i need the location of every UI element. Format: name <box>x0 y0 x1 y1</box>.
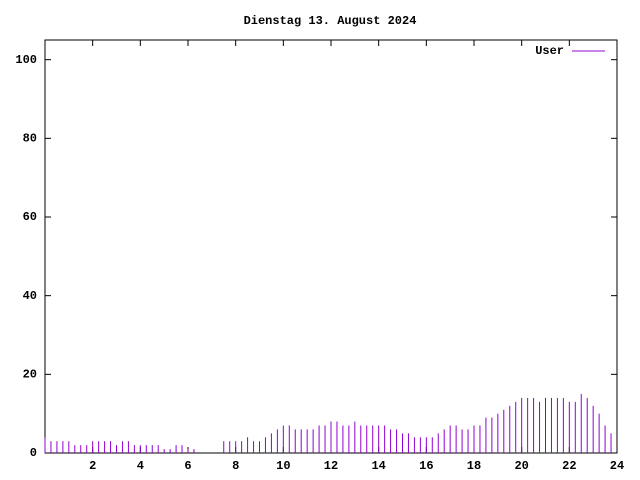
y-tick-label: 20 <box>23 368 37 382</box>
x-tick-label: 8 <box>232 459 239 473</box>
x-tick-label: 18 <box>467 459 481 473</box>
x-tick-label: 16 <box>419 459 433 473</box>
plot-frame <box>44 39 618 454</box>
chart-title: Dienstag 13. August 2024 <box>244 14 417 28</box>
y-tick-label: 0 <box>30 446 37 460</box>
legend-label: User <box>535 44 564 58</box>
x-tick-label: 22 <box>562 459 576 473</box>
x-tick-label: 24 <box>610 459 624 473</box>
y-tick-label: 40 <box>23 289 37 303</box>
x-tick-label: 12 <box>324 459 338 473</box>
y-tick-label: 60 <box>23 210 37 224</box>
x-tick-label: 14 <box>371 459 385 473</box>
x-tick-label: 20 <box>514 459 528 473</box>
x-tick-label: 4 <box>137 459 144 473</box>
y-tick-label: 80 <box>23 132 37 146</box>
x-tick-label: 2 <box>89 459 96 473</box>
y-tick-label: 100 <box>15 53 37 67</box>
x-tick-label: 10 <box>276 459 290 473</box>
x-tick-label: 6 <box>184 459 191 473</box>
